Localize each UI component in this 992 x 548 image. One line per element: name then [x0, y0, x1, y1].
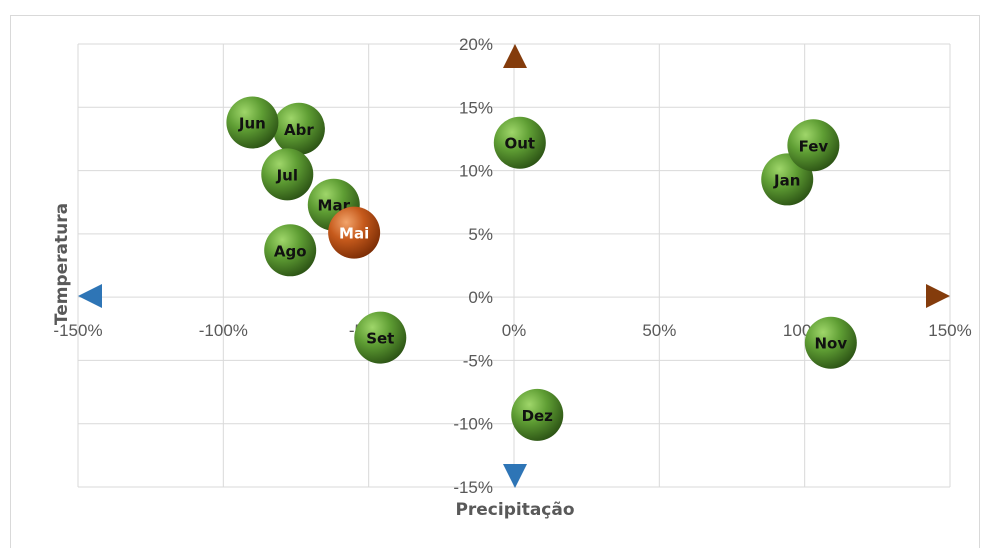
y-axis-arrow-down [503, 464, 527, 488]
bubble-label: Abr [284, 121, 314, 139]
bubble-marker [264, 224, 317, 277]
data-point-out: Out [493, 116, 546, 169]
bubble-marker [354, 311, 407, 364]
bubble-marker [511, 388, 564, 441]
data-point-mai: Mai [328, 206, 381, 259]
data-point-set: Set [354, 311, 407, 364]
data-point-nov: Nov [804, 316, 857, 369]
y-axis-title: Temperatura [52, 203, 72, 325]
bubble-label: Jul [276, 166, 298, 184]
x-tick-label: 50% [642, 321, 676, 340]
y-tick-label: -5% [463, 351, 493, 370]
bubble-marker [226, 96, 279, 149]
bubble-marker [261, 148, 314, 201]
data-point-jul: Jul [261, 148, 314, 201]
data-point-jun: Jun [226, 96, 279, 149]
tick-labels: -150%-100%-50%0%50%100%150%-15%-10%-5%0%… [53, 35, 971, 497]
y-tick-label: -15% [453, 478, 493, 497]
y-tick-label: 15% [459, 98, 493, 117]
bubble-label: Jun [238, 114, 266, 132]
bubble-label: Ago [274, 242, 307, 260]
bubble-marker [787, 119, 840, 172]
data-point-ago: Ago [264, 224, 317, 277]
bubble-label: Jan [773, 171, 800, 189]
y-tick-label: 20% [459, 35, 493, 54]
x-axis-arrow-right [926, 284, 950, 308]
y-axis-arrow-up [503, 44, 527, 68]
y-tick-label: 5% [468, 225, 493, 244]
x-tick-label: 150% [928, 321, 971, 340]
bubble-label: Out [505, 135, 536, 153]
y-tick-label: -10% [453, 415, 493, 434]
x-tick-label: -150% [53, 321, 102, 340]
y-tick-label: 10% [459, 162, 493, 181]
bubble-label: Dez [522, 407, 554, 425]
data-point-dez: Dez [511, 388, 564, 441]
x-axis-arrow-left [78, 284, 102, 308]
x-tick-label: -100% [199, 321, 248, 340]
data-point-abr: Abr [272, 102, 325, 155]
x-axis-title: Precipitação [455, 500, 574, 520]
bubble-label: Nov [815, 335, 848, 353]
chart-frame [10, 15, 980, 548]
bubble-marker [493, 116, 546, 169]
bubble-marker [272, 102, 325, 155]
data-point-fev: Fev [787, 119, 840, 172]
bubble-marker [328, 206, 381, 259]
bubble-label: Mai [339, 225, 369, 243]
bubble-label: Fev [799, 137, 829, 155]
bubble-label: Set [366, 330, 394, 348]
bubble-marker [804, 316, 857, 369]
